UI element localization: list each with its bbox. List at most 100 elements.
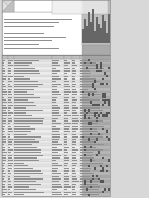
Bar	[52, 0, 108, 14]
Bar	[84, 151, 86, 154]
Bar	[104, 0, 106, 45]
Bar	[8, 94, 12, 95]
Bar	[100, 135, 102, 138]
Bar	[86, 143, 88, 146]
Bar	[72, 170, 80, 172]
Bar	[90, 180, 92, 183]
Bar	[108, 143, 110, 146]
Bar	[92, 0, 94, 45]
Bar	[8, 186, 11, 188]
Bar	[72, 107, 78, 109]
Bar	[84, 62, 86, 64]
Bar	[92, 170, 94, 172]
Bar	[104, 106, 106, 109]
Bar	[80, 75, 110, 77]
Bar	[98, 135, 100, 138]
Bar	[52, 147, 57, 148]
Bar	[90, 64, 92, 67]
Bar	[104, 101, 106, 104]
Bar	[80, 151, 110, 154]
Bar	[106, 99, 108, 101]
Bar	[72, 138, 80, 141]
Bar	[100, 99, 102, 101]
Bar	[2, 85, 8, 88]
Bar	[90, 138, 92, 141]
Bar	[90, 104, 92, 106]
Bar	[64, 109, 72, 112]
Bar	[90, 143, 92, 146]
Bar	[52, 157, 60, 159]
Bar	[86, 138, 88, 141]
Bar	[8, 144, 12, 145]
Bar	[104, 170, 106, 172]
Bar	[88, 193, 90, 196]
Bar	[102, 64, 104, 67]
Bar	[14, 104, 52, 106]
Bar	[64, 120, 68, 122]
Bar	[104, 59, 106, 62]
Bar	[64, 104, 72, 106]
Bar	[64, 154, 72, 156]
Bar	[2, 156, 8, 159]
Bar	[92, 154, 94, 156]
Bar	[102, 59, 104, 62]
Bar	[80, 152, 93, 153]
Bar	[106, 175, 108, 178]
Bar	[108, 175, 110, 178]
Bar	[102, 191, 104, 193]
Bar	[8, 170, 14, 172]
Bar	[98, 191, 100, 193]
Bar	[96, 188, 98, 191]
Bar	[100, 72, 102, 75]
Bar	[80, 112, 95, 114]
Bar	[14, 144, 32, 145]
Bar	[102, 128, 104, 130]
Bar	[72, 123, 78, 124]
Bar	[104, 180, 106, 183]
Bar	[64, 69, 72, 72]
Bar	[94, 154, 96, 156]
Bar	[102, 93, 104, 96]
Bar	[72, 115, 79, 116]
Bar	[14, 181, 36, 182]
Bar	[84, 62, 86, 64]
Bar	[92, 104, 94, 106]
Bar	[106, 69, 108, 72]
Bar	[2, 99, 6, 101]
Bar	[84, 91, 86, 93]
Bar	[104, 99, 106, 101]
Bar	[100, 96, 102, 99]
Bar	[82, 180, 84, 183]
Bar	[2, 107, 7, 109]
Bar	[100, 0, 102, 45]
Bar	[72, 120, 80, 122]
Bar	[64, 72, 72, 75]
Bar	[8, 112, 14, 114]
Bar	[14, 178, 43, 180]
Bar	[102, 180, 104, 183]
Bar	[14, 141, 52, 143]
Bar	[100, 154, 102, 156]
Bar	[100, 188, 102, 191]
Bar	[98, 138, 100, 141]
Bar	[100, 146, 102, 148]
Bar	[72, 155, 76, 156]
Bar	[80, 159, 110, 162]
Bar	[84, 164, 86, 167]
Bar	[84, 75, 86, 77]
Bar	[64, 160, 69, 161]
Bar	[102, 99, 104, 101]
Bar	[100, 141, 102, 143]
Bar	[64, 170, 69, 172]
Bar	[86, 180, 88, 183]
Bar	[64, 122, 72, 125]
Bar	[92, 146, 94, 148]
Bar	[98, 67, 100, 69]
Bar	[96, 135, 98, 138]
Bar	[96, 138, 98, 141]
Bar	[96, 130, 98, 133]
Bar	[100, 180, 102, 183]
Bar	[52, 83, 64, 85]
Bar	[72, 69, 80, 72]
Bar	[64, 167, 72, 170]
